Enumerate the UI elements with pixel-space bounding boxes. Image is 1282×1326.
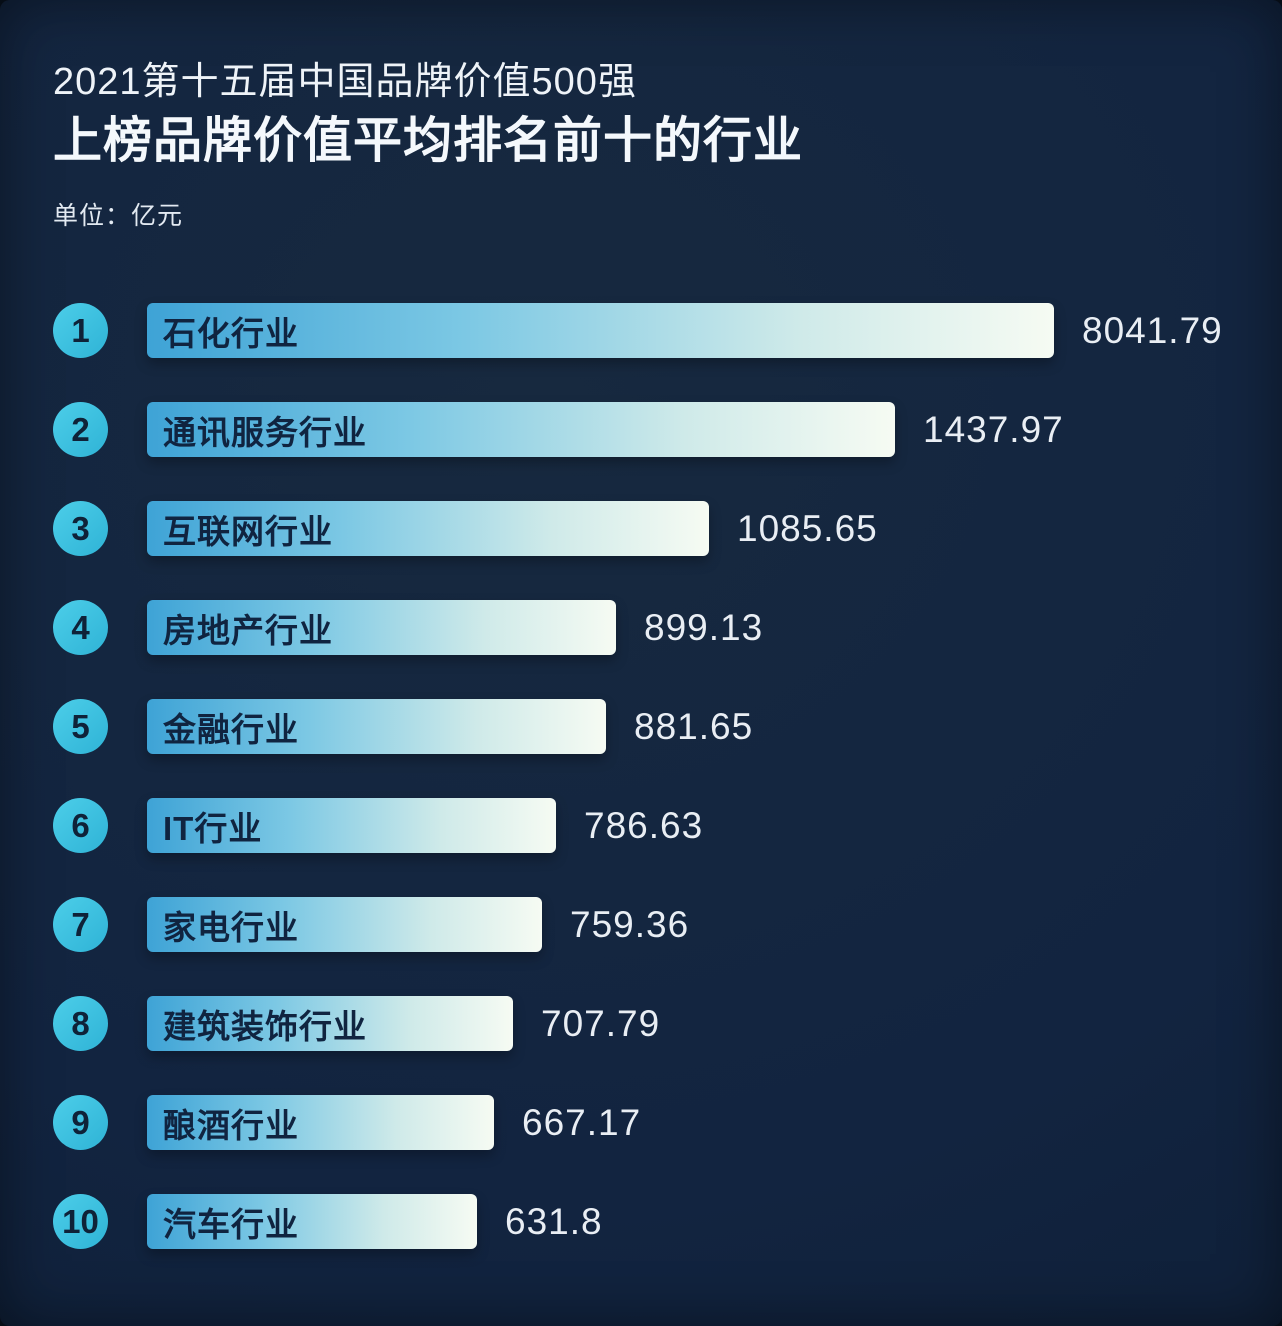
bar-value: 1437.97 xyxy=(923,408,1064,450)
rank-badge: 3 xyxy=(53,501,108,556)
industry-bar: 酿酒行业 xyxy=(147,1095,494,1150)
rank-badge: 10 xyxy=(53,1194,108,1249)
bar-value: 631.8 xyxy=(505,1200,603,1242)
rank-badge: 2 xyxy=(53,402,108,457)
bar-row: 7 家电行业 759.36 xyxy=(53,875,1282,974)
bar-row: 1 石化行业 8041.79 xyxy=(53,281,1282,380)
industry-bar: 汽车行业 xyxy=(147,1194,477,1249)
bar-row: 10 汽车行业 631.8 xyxy=(53,1172,1282,1271)
header: 2021第十五届中国品牌价值500强 上榜品牌价值平均排名前十的行业 单位：亿元 xyxy=(53,58,1242,232)
bar-label: 房地产行业 xyxy=(163,611,333,649)
bar-value: 786.63 xyxy=(584,804,704,846)
rank-badge: 1 xyxy=(53,303,108,358)
bar-value: 759.36 xyxy=(570,903,690,945)
bar-row: 6 IT行业 786.63 xyxy=(53,776,1282,875)
bar-row: 9 酿酒行业 667.17 xyxy=(53,1073,1282,1172)
bar-label: 金融行业 xyxy=(163,710,299,748)
bar-label: 酿酒行业 xyxy=(163,1106,299,1144)
rank-badge: 5 xyxy=(53,699,108,754)
bar-row: 5 金融行业 881.65 xyxy=(53,677,1282,776)
bar-row: 4 房地产行业 899.13 xyxy=(53,578,1282,677)
rank-badge: 7 xyxy=(53,897,108,952)
rank-badge: 6 xyxy=(53,798,108,853)
page-title-line1: 2021第十五届中国品牌价值500强 xyxy=(53,61,637,103)
industry-bar: 房地产行业 xyxy=(147,600,616,655)
bar-value: 1085.65 xyxy=(737,507,878,549)
industry-bar: 建筑装饰行业 xyxy=(147,996,513,1051)
bar-row: 3 互联网行业 1085.65 xyxy=(53,479,1282,578)
rank-badge: 8 xyxy=(53,996,108,1051)
industry-bar: 金融行业 xyxy=(147,699,606,754)
bar-label: 建筑装饰行业 xyxy=(163,1007,367,1045)
industry-bar: 互联网行业 xyxy=(147,501,709,556)
bar-label: IT行业 xyxy=(163,809,263,847)
page-title-line2: 上榜品牌价值平均排名前十的行业 xyxy=(53,114,804,169)
bar-label: 汽车行业 xyxy=(163,1205,299,1243)
rank-badge: 9 xyxy=(53,1095,108,1150)
bar-label: 互联网行业 xyxy=(163,512,333,550)
bar-value: 881.65 xyxy=(634,705,754,747)
bar-rows: 1 石化行业 8041.79 2 通讯服务行业 1437.97 3 互联网行业 … xyxy=(53,281,1282,1271)
bar-row: 2 通讯服务行业 1437.97 xyxy=(53,380,1282,479)
bar-label: 家电行业 xyxy=(163,908,299,946)
rank-badge: 4 xyxy=(53,600,108,655)
industry-bar: 石化行业 xyxy=(147,303,1054,358)
bar-label: 石化行业 xyxy=(163,314,299,352)
industry-bar: 家电行业 xyxy=(147,897,542,952)
bar-row: 8 建筑装饰行业 707.79 xyxy=(53,974,1282,1073)
bar-value: 707.79 xyxy=(541,1002,661,1044)
unit-label: 单位：亿元 xyxy=(53,201,184,230)
bar-value: 667.17 xyxy=(522,1101,642,1143)
bar-label: 通讯服务行业 xyxy=(163,413,367,451)
bar-value: 8041.79 xyxy=(1082,309,1223,351)
industry-bar: 通讯服务行业 xyxy=(147,402,895,457)
industry-bar: IT行业 xyxy=(147,798,556,853)
bar-value: 899.13 xyxy=(644,606,764,648)
